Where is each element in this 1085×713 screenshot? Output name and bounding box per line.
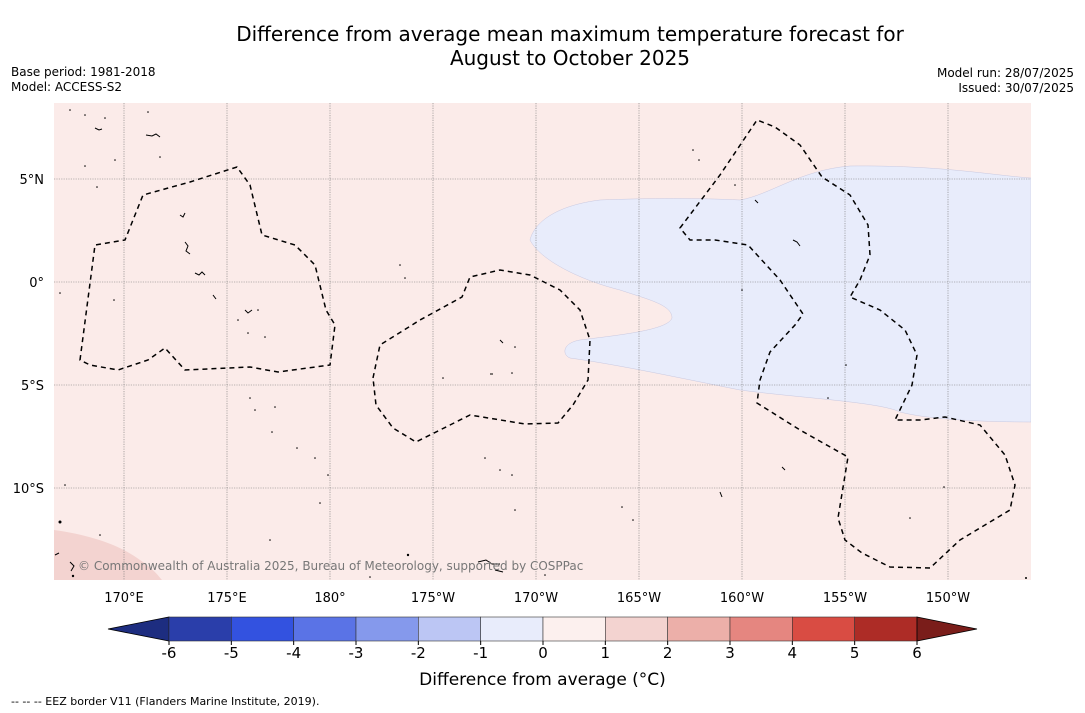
cool-anomaly-region bbox=[529, 165, 1031, 423]
meta-right: Model run: 28/07/2025 Issued: 30/07/2025 bbox=[937, 66, 1074, 96]
lon-labels: 170°E 175°E 180° 175°W 170°W 165°W 160°W… bbox=[104, 591, 970, 606]
eez-border-kiribati-gilbert bbox=[79, 166, 336, 373]
lon-label: 165°W bbox=[617, 591, 661, 606]
colorbar-swatch bbox=[355, 616, 419, 642]
colorbar-tick-label: 1 bbox=[601, 644, 611, 662]
colorbar-tick-label: 2 bbox=[663, 644, 673, 662]
model-run: Model run: 28/07/2025 bbox=[936, 66, 1074, 80]
colorbar-swatch bbox=[729, 616, 793, 642]
colorbar-tick-label: -3 bbox=[349, 644, 364, 662]
eez-border-kiribati-phoenix bbox=[372, 269, 591, 443]
island-dots bbox=[58, 109, 1027, 579]
colorbar-swatch bbox=[293, 616, 357, 642]
colorbar-tick-label: 4 bbox=[788, 644, 798, 662]
colorbar-tick-label: -2 bbox=[411, 644, 426, 662]
lon-label: 150°W bbox=[926, 591, 970, 606]
colorbar-swatch bbox=[854, 616, 918, 642]
colorbar-tick-label: 6 bbox=[912, 644, 922, 662]
issued-date: Issued: 30/07/2025 bbox=[958, 81, 1074, 95]
colorbar-tick-label: -4 bbox=[286, 644, 301, 662]
islands bbox=[54, 127, 801, 573]
gridlines bbox=[54, 103, 1031, 580]
base-period: Base period: 1981-2018 bbox=[11, 65, 156, 79]
lat-label: 10°S bbox=[13, 482, 44, 497]
lon-label: 175°W bbox=[411, 591, 455, 606]
map-copyright: © Commonwealth of Australia 2025, Bureau… bbox=[78, 559, 583, 573]
lon-label: 180° bbox=[314, 591, 345, 606]
colorbar-swatch bbox=[168, 616, 232, 642]
title-line-2: August to October 2025 bbox=[449, 46, 691, 70]
colorbar-swatch bbox=[418, 616, 481, 642]
colorbar-swatch bbox=[667, 616, 731, 642]
colorbar-tick-labels: -6 -5 -4 -3 -2 -1 0 1 2 3 4 5 6 bbox=[162, 641, 922, 662]
lon-label: 175°E bbox=[207, 591, 247, 606]
colorbar-tick-label: -6 bbox=[162, 644, 177, 662]
map-content bbox=[54, 103, 1031, 580]
lon-label: 170°E bbox=[104, 591, 144, 606]
colorbar-tick-label: -1 bbox=[473, 644, 488, 662]
lon-label: 155°W bbox=[823, 591, 867, 606]
eez-border-kiribati-line bbox=[679, 119, 1016, 569]
colorbar-swatch bbox=[231, 616, 294, 642]
colorbar-swatches bbox=[168, 616, 918, 642]
colorbar-label: Difference from average (°C) bbox=[419, 670, 666, 690]
eez-borders bbox=[79, 119, 1016, 569]
model-name: Model: ACCESS-S2 bbox=[11, 80, 123, 94]
colorbar-tick-label: 3 bbox=[725, 644, 735, 662]
colorbar-swatch bbox=[792, 616, 855, 642]
lat-labels: 5°N 0° 5°S 10°S bbox=[13, 173, 44, 497]
colorbar-swatch bbox=[480, 616, 544, 642]
colorbar-swatch bbox=[542, 616, 606, 642]
colorbar: -6 -5 -4 -3 -2 -1 0 1 2 3 4 5 6 bbox=[107, 616, 978, 662]
meta-left: Base period: 1981-2018 Model: ACCESS-S2 bbox=[11, 65, 156, 95]
colorbar-tick-label: -5 bbox=[224, 644, 239, 662]
colorbar-tick-label: 0 bbox=[538, 644, 548, 662]
colorbar-extend-low bbox=[107, 616, 170, 642]
lat-label: 0° bbox=[29, 276, 44, 291]
colorbar-swatch bbox=[605, 616, 668, 642]
lon-label: 170°W bbox=[514, 591, 558, 606]
lat-label: 5°N bbox=[20, 173, 45, 188]
lon-label: 160°W bbox=[720, 591, 764, 606]
title-line-1: Difference from average mean maximum tem… bbox=[236, 22, 904, 46]
lat-label: 5°S bbox=[21, 379, 44, 394]
eez-footnote: -- -- -- EEZ border V11 (Flanders Marine… bbox=[11, 695, 320, 708]
warm-anomaly-region bbox=[54, 530, 162, 580]
colorbar-extend-high bbox=[916, 616, 978, 642]
colorbar-tick-label: 5 bbox=[850, 644, 860, 662]
chart-title: Difference from average mean maximum tem… bbox=[0, 22, 1085, 70]
